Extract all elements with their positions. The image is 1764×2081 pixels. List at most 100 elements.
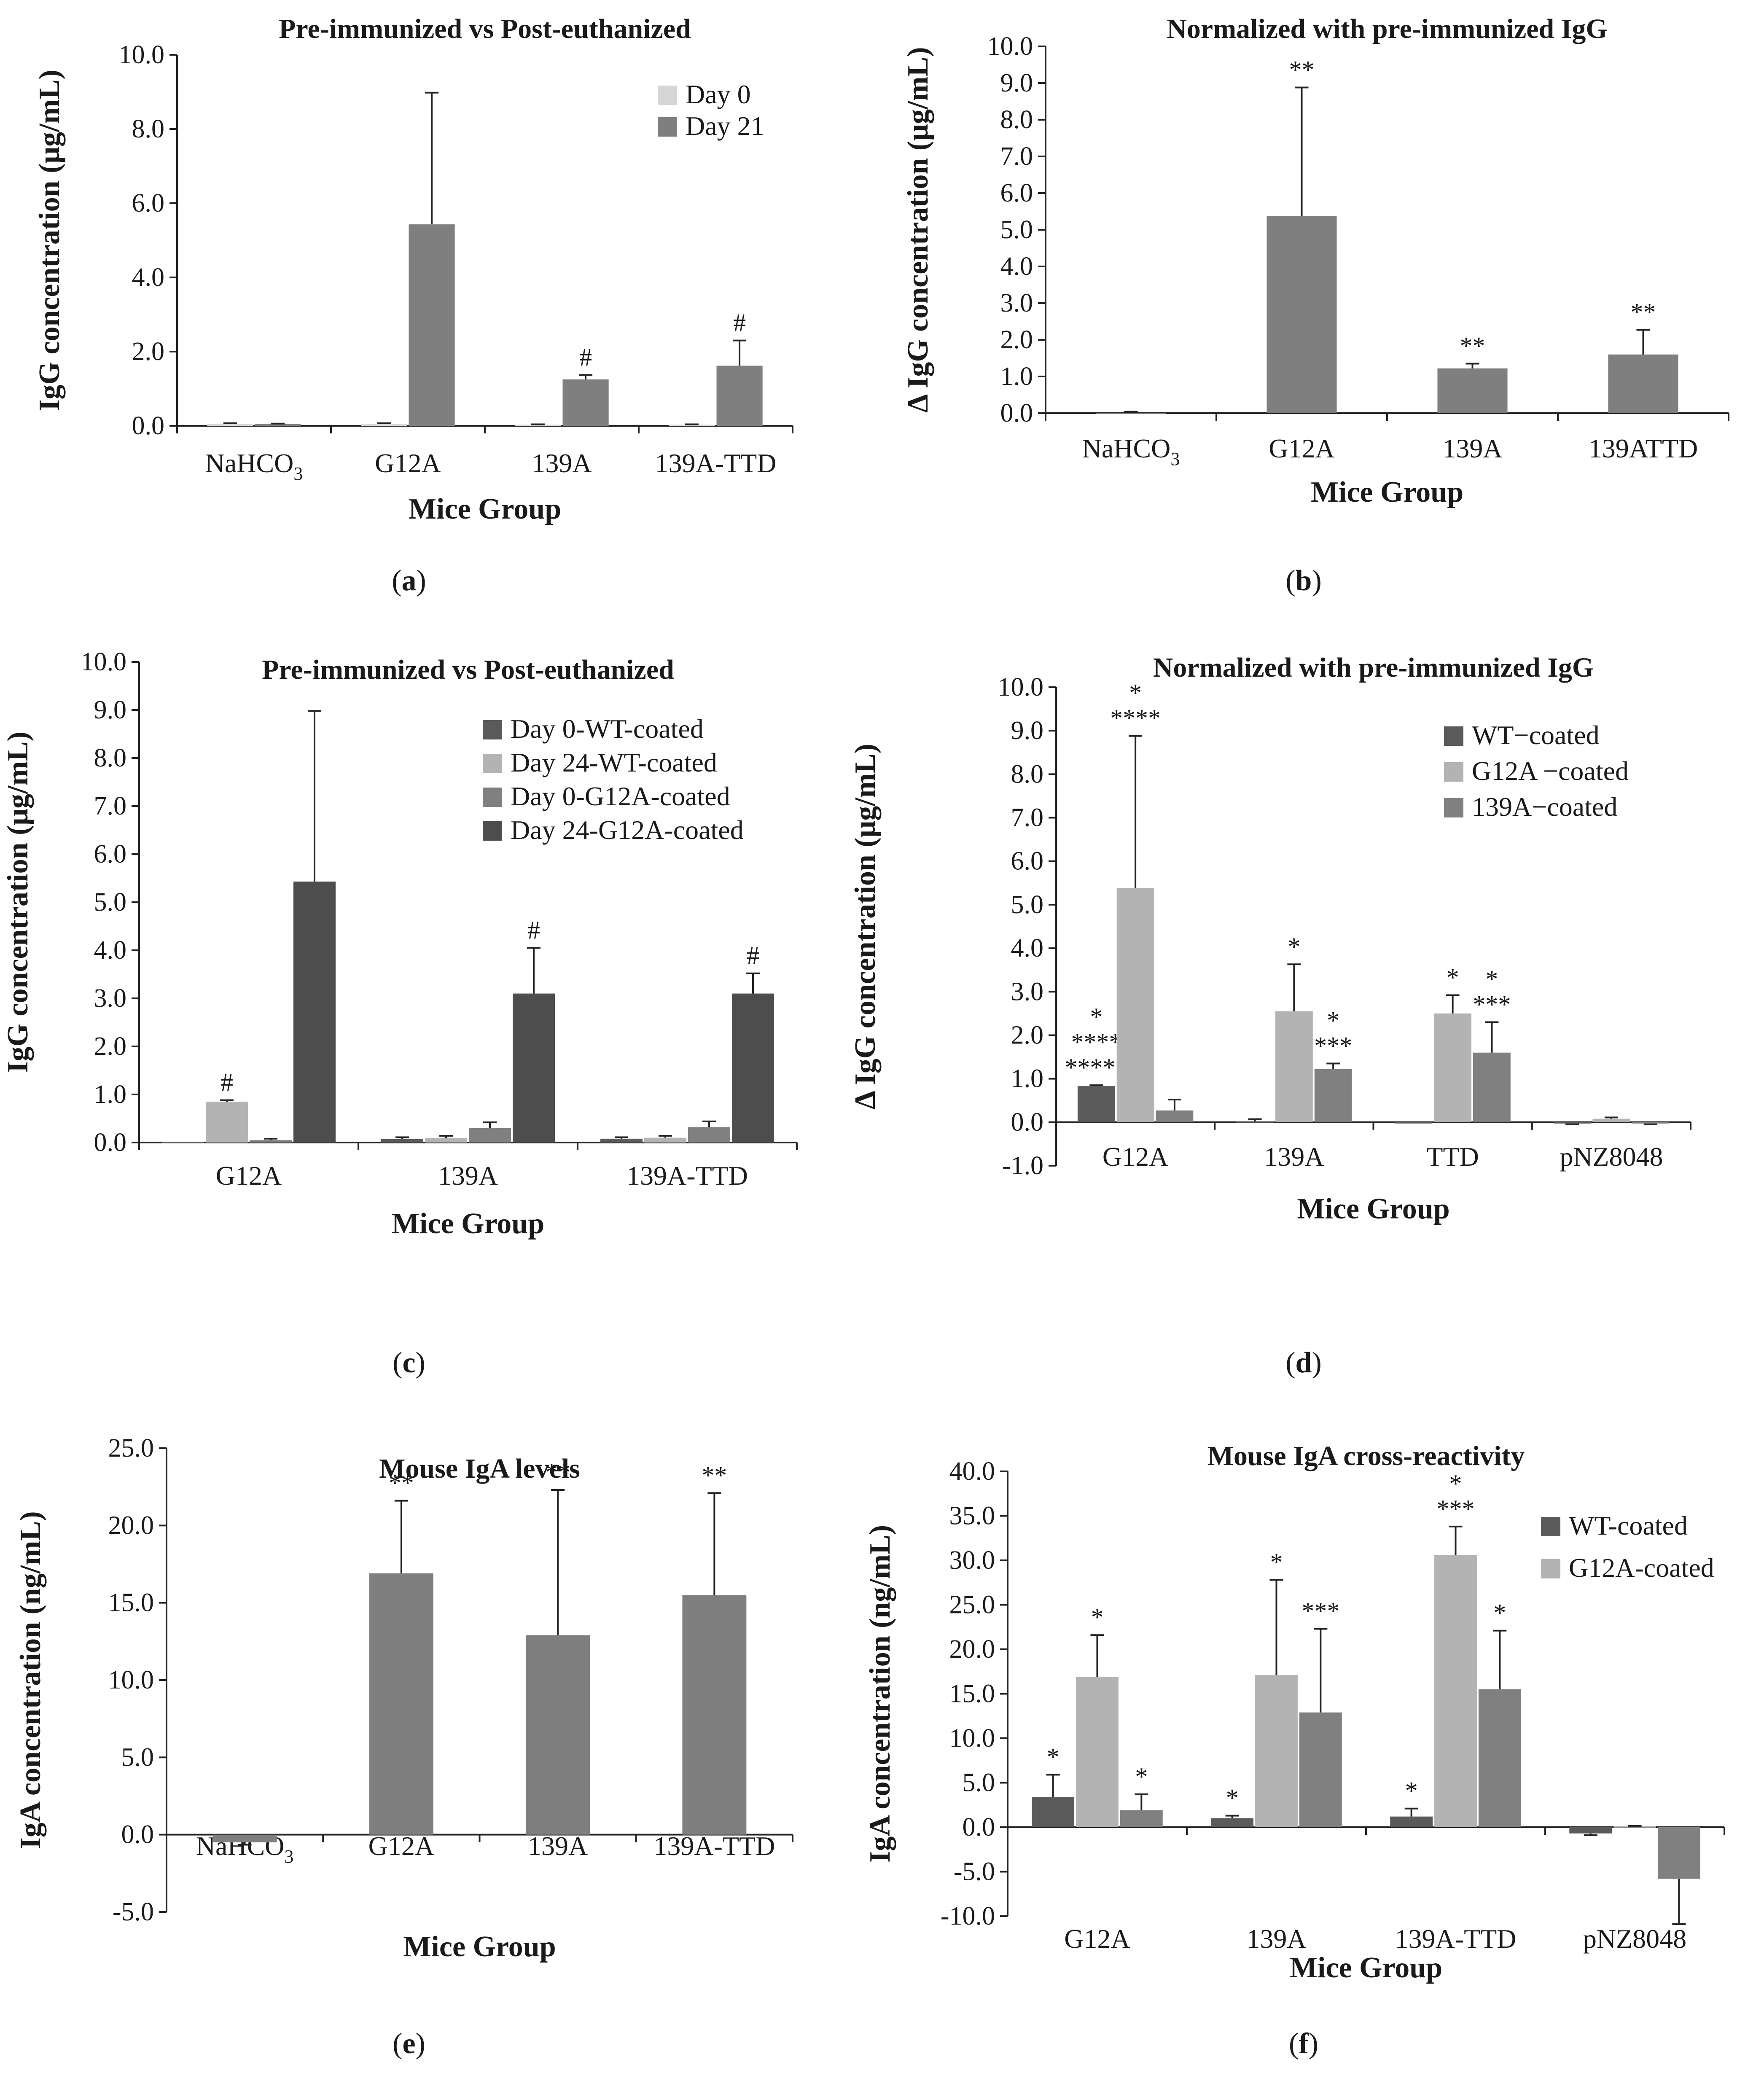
y-tick-label: 9.0 <box>94 696 127 724</box>
x-category-label: G12A <box>1269 433 1334 463</box>
bar <box>1657 1827 1700 1879</box>
legend-swatch <box>483 821 502 841</box>
significance-label: * <box>1447 964 1459 992</box>
y-tick-label: 4.0 <box>94 936 127 965</box>
y-tick-label: 8.0 <box>132 115 165 143</box>
bar <box>1236 1121 1274 1123</box>
bar <box>1632 1122 1670 1124</box>
chart-e: Mouse IgA levels -5.0 0.0 5.0 10.0 15.0 20.0 25… <box>14 1434 793 2060</box>
bar <box>206 1102 248 1143</box>
significance-label: * <box>1449 1470 1462 1498</box>
legend-label: G12A-coated <box>1569 1553 1714 1583</box>
chart-c: Pre-immunized vs Post-euthanized 0.0 1.0 2.… <box>2 648 798 1379</box>
legend-swatch <box>483 788 502 807</box>
bar <box>1434 1013 1472 1122</box>
x-axis-title: Mice Group <box>1311 476 1463 508</box>
y-tick-label: 6.0 <box>132 189 165 218</box>
significance-label: * <box>1091 1603 1104 1631</box>
legend-label: Day 24-G12A-coated <box>511 815 744 845</box>
chart-d: Normalized with pre-immunized IgG -1.0 0.0… <box>849 652 1691 1379</box>
significance-label: *** <box>1473 991 1511 1019</box>
y-axis-title: IgA concentration (ng/mL) <box>864 1525 896 1863</box>
legend-label: Day 24-WT-coated <box>511 747 717 777</box>
chart-a: Pre-immunized vs Post-euthanized 0.0 2.0 4.… <box>33 13 793 597</box>
bar <box>1314 1069 1352 1122</box>
significance-label: * <box>1226 1784 1239 1812</box>
y-tick-label: 20.0 <box>108 1511 154 1540</box>
legend-label: Day 0 <box>686 79 751 109</box>
bar <box>732 993 774 1143</box>
y-tick-label: 10.0 <box>119 40 165 69</box>
bar <box>1569 1827 1612 1834</box>
y-tick-label: 15.0 <box>108 1589 154 1617</box>
bar <box>469 1128 511 1143</box>
bar <box>207 424 253 426</box>
significance-label: ** <box>1631 298 1656 326</box>
bar <box>1434 1555 1477 1827</box>
caption-paren: ) <box>416 1347 425 1379</box>
caption-paren: ( <box>1289 2027 1299 2060</box>
y-tick-label: 4.0 <box>132 263 165 292</box>
y-tick-label: 4.0 <box>1000 252 1033 281</box>
legend-label: WT-coated <box>1569 1511 1688 1541</box>
x-category-label: 139A <box>1442 433 1502 463</box>
bar <box>1032 1797 1075 1827</box>
legend-label: Day 21 <box>686 111 764 141</box>
x-category-label: 139A <box>1246 1924 1306 1954</box>
caption-letter: a <box>402 565 417 597</box>
x-category-label: 139A-TTD <box>627 1161 748 1191</box>
x-category-label: NaHCO3 <box>196 1831 294 1867</box>
significance-label: * <box>1485 965 1498 993</box>
significance-label: # <box>220 1069 233 1097</box>
bar <box>1395 1122 1433 1124</box>
bar <box>1211 1818 1254 1827</box>
y-tick-label: 5.0 <box>121 1743 154 1772</box>
legend-swatch <box>1444 726 1463 746</box>
y-tick-label: 10.0 <box>987 32 1033 61</box>
chart-title: Pre-immunized vs Post-euthanized <box>262 654 674 685</box>
chart-title: Mouse IgA levels <box>379 1453 580 1484</box>
y-tick-label: 0.0 <box>963 1813 995 1842</box>
y-tick-label: 0.0 <box>132 411 165 440</box>
significance-label: ** <box>545 1458 570 1486</box>
y-tick-label: 1.0 <box>1000 362 1033 391</box>
significance-label: * <box>1090 1003 1102 1031</box>
significance-label: *** <box>1314 1032 1352 1060</box>
legend-swatch <box>658 117 677 137</box>
y-tick-label: 3.0 <box>1000 289 1033 317</box>
x-category-label: 139A <box>1264 1142 1324 1172</box>
y-tick-label: -5.0 <box>954 1858 995 1886</box>
significance-label: * <box>1129 679 1142 707</box>
legend-swatch <box>483 754 502 773</box>
y-axis-title: IgG concentration (μg/mL) <box>2 731 34 1073</box>
x-category-label: NaHCO3 <box>205 448 303 484</box>
bar <box>688 1127 730 1143</box>
y-tick-label: 3.0 <box>1011 977 1044 1006</box>
bar <box>682 1595 747 1835</box>
x-axis-title: Mice Group <box>1290 1952 1442 1984</box>
significance-label: * <box>1270 1548 1283 1576</box>
panel-caption: (b) <box>1285 565 1322 597</box>
caption-paren: ) <box>1309 2027 1318 2060</box>
legend-swatch <box>1541 1517 1560 1536</box>
y-tick-label: 30.0 <box>949 1546 995 1575</box>
y-tick-label: 15.0 <box>949 1680 995 1708</box>
y-tick-label: 9.0 <box>1000 69 1033 97</box>
x-category-label: 139A <box>438 1161 498 1191</box>
y-tick-label: 10.0 <box>998 673 1044 702</box>
y-tick-label: -5.0 <box>113 1898 154 1926</box>
y-tick-label: -10.0 <box>941 1902 995 1930</box>
x-category-label: G12A <box>1064 1924 1130 1954</box>
y-tick-label: 20.0 <box>949 1635 995 1664</box>
caption-letter: c <box>402 1347 415 1379</box>
caption-paren: ) <box>1312 565 1321 597</box>
bar <box>1592 1118 1630 1122</box>
x-category-label: NaHCO3 <box>1082 433 1180 469</box>
significance-label: # <box>733 309 746 337</box>
bar <box>513 993 555 1143</box>
y-tick-label: 10.0 <box>108 1666 154 1694</box>
bar <box>526 1635 590 1835</box>
y-tick-label: 4.0 <box>1011 934 1044 963</box>
x-category-label: G12A <box>375 448 441 478</box>
panel-caption: (e) <box>393 2027 425 2060</box>
